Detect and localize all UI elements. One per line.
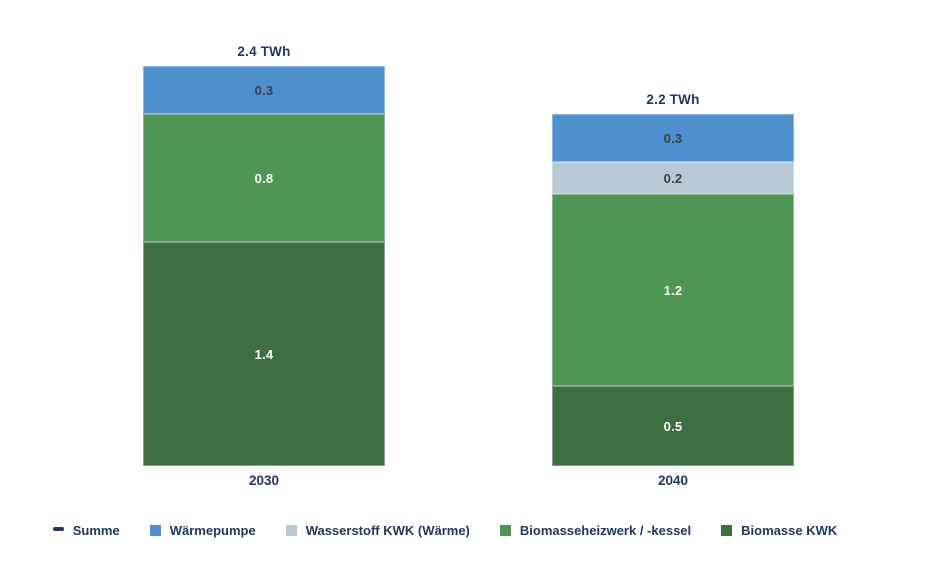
segment-value-label: 0.3 (254, 82, 274, 98)
bar-total-label: 2.2 TWh (646, 92, 700, 107)
bar-segment: 0.3 (143, 66, 385, 114)
segment-value-label: 0.3 (663, 130, 683, 146)
segment-value-label: 0.2 (663, 170, 683, 186)
segment-value-label: 1.2 (663, 282, 683, 298)
segment-value-label: 0.8 (254, 170, 274, 186)
bar-segment: 0.3 (552, 114, 794, 162)
bar-segment: 0.5 (552, 386, 794, 466)
legend-label: Wasserstoff KWK (Wärme) (305, 523, 470, 538)
legend-label: Biomasse KWK (741, 523, 838, 538)
legend-item: Biomasseheizwerk / -kessel (499, 523, 692, 538)
legend-item: Summe (52, 523, 120, 538)
axis-category-label: 2040 (657, 473, 689, 488)
legend-label: Biomasseheizwerk / -kessel (519, 523, 692, 538)
legend-item: Biomasse KWK (721, 523, 837, 538)
legend-marker-icon (721, 525, 733, 536)
bar-total-label: 2.4 TWh (237, 44, 291, 59)
bar-segment: 0.2 (552, 162, 794, 194)
bar-2040: 0.3 0.2 1.2 0.5 (552, 114, 794, 466)
bar-segment: 0.8 (143, 114, 385, 242)
chart-legend: Summe Wärmepumpe Wasserstoff KWK (Wärme) Bi… (0, 523, 913, 538)
legend-marker-icon (149, 525, 161, 536)
legend-item: Wasserstoff KWK (Wärme) (285, 523, 470, 538)
bar-segment: 1.4 (143, 242, 385, 466)
legend-marker-icon (285, 525, 297, 536)
legend-label: Wärmepumpe (169, 523, 256, 538)
legend-item: Wärmepumpe (149, 523, 256, 538)
axis-category-label: 2030 (248, 473, 280, 488)
legend-label: Summe (72, 523, 120, 538)
legend-marker-icon (499, 525, 511, 536)
segment-value-label: 0.5 (663, 418, 683, 434)
bar-segment: 1.2 (552, 194, 794, 386)
bar-2030: 0.3 0.8 1.4 (143, 66, 385, 466)
legend-marker-icon (52, 527, 64, 531)
segment-value-label: 1.4 (254, 346, 274, 362)
